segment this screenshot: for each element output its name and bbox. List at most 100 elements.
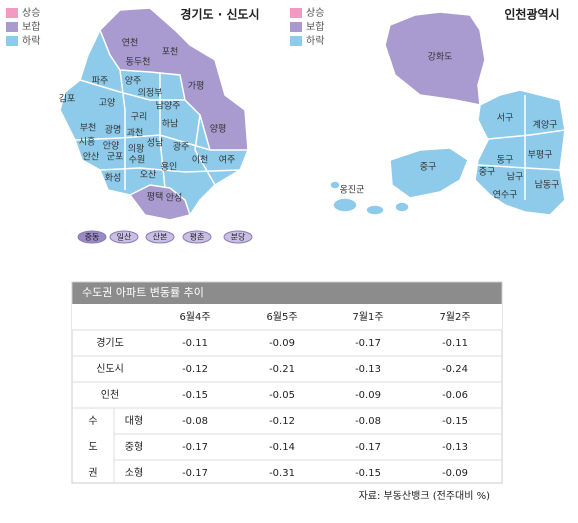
border xyxy=(477,129,566,141)
cell-value: -0.09 xyxy=(442,468,468,479)
cell-value: -0.13 xyxy=(442,442,468,453)
column-header: 6월4주 xyxy=(179,311,210,323)
region-label: 화성 xyxy=(105,173,122,184)
cell-value: -0.11 xyxy=(182,338,208,349)
region-label: 안성 xyxy=(166,193,183,204)
region-label: 광주 xyxy=(173,141,190,153)
region-label: 동구 xyxy=(497,155,514,166)
region-label: 가평 xyxy=(188,81,205,92)
border xyxy=(79,79,185,101)
row-label: 인천 xyxy=(101,389,119,401)
region-label: 중구 xyxy=(420,162,437,173)
region-label: 부천 xyxy=(80,123,97,134)
cell-value: -0.14 xyxy=(269,442,295,453)
new-town-label: 중동 xyxy=(85,233,100,242)
cell-value: -0.31 xyxy=(269,468,295,479)
region-shape xyxy=(99,7,249,151)
legend-label: 상승 xyxy=(306,7,324,19)
border xyxy=(159,72,166,189)
region-label: 양평 xyxy=(210,124,227,135)
cell-value: -0.06 xyxy=(442,390,468,401)
column-header: 6월5주 xyxy=(266,311,297,323)
region-label: 부평구 xyxy=(528,150,553,161)
region-label: 옹진군 xyxy=(340,185,365,196)
new-town-badge xyxy=(182,230,212,244)
region-label: 광명 xyxy=(105,124,122,136)
new-town-label: 일산 xyxy=(117,232,132,242)
row-label: 중형 xyxy=(125,441,143,453)
cell-value: -0.17 xyxy=(355,338,381,349)
region-label: 의정부 xyxy=(138,88,163,99)
region-label: 시흥 xyxy=(79,136,96,148)
column-header: 7월1주 xyxy=(352,311,383,323)
cell-value: -0.09 xyxy=(355,390,381,401)
region-label: 평택 xyxy=(147,192,164,203)
new-town-label: 분당 xyxy=(231,232,246,242)
cell-value: -0.17 xyxy=(182,442,208,453)
island xyxy=(329,180,341,190)
cell-value: -0.15 xyxy=(442,416,468,427)
region-label: 안양 xyxy=(103,141,120,152)
group-label: 권 xyxy=(88,467,97,479)
region-shape xyxy=(389,147,469,199)
region-label: 구리 xyxy=(131,112,148,123)
region-label: 오산 xyxy=(140,170,157,181)
cell-value: -0.12 xyxy=(269,416,295,427)
region-label: 의왕 xyxy=(128,144,145,155)
cell-value: -0.13 xyxy=(355,364,381,375)
region-label: 중구 xyxy=(479,167,496,178)
border xyxy=(119,69,126,190)
new-town-badge xyxy=(77,230,107,244)
new-town-label: 산본 xyxy=(153,232,168,242)
cell-value: -0.08 xyxy=(182,416,208,427)
region-label: 성남 xyxy=(147,138,164,149)
legend-swatch xyxy=(290,36,302,46)
region-label: 이천 xyxy=(192,155,209,166)
group-label: 도 xyxy=(88,442,97,453)
region-label: 남동구 xyxy=(535,180,560,191)
new-town-badge xyxy=(223,230,253,244)
cell-value: -0.05 xyxy=(269,390,295,401)
legend-label: 상승 xyxy=(22,7,40,19)
region-label: 수원 xyxy=(129,155,146,166)
region-label: 용인 xyxy=(161,162,178,173)
new-town-badge xyxy=(145,230,175,244)
cell-value: -0.17 xyxy=(182,468,208,479)
region-label: 연천 xyxy=(122,38,139,49)
row-label: 소형 xyxy=(125,467,143,479)
cell-value: -0.15 xyxy=(182,390,208,401)
legend-swatch xyxy=(290,8,302,18)
map-title: 경기도 · 신도시 xyxy=(180,7,259,22)
region-label: 과천 xyxy=(127,128,144,139)
group-label: 수 xyxy=(88,415,97,427)
island xyxy=(365,204,385,216)
legend-label: 하락 xyxy=(306,34,324,47)
cell-value: -0.11 xyxy=(442,338,468,349)
row-label: 경기도 xyxy=(96,336,124,349)
cell-value: -0.09 xyxy=(269,338,295,349)
cell-value: -0.08 xyxy=(355,416,381,427)
region-label: 하남 xyxy=(162,119,179,130)
region-shape xyxy=(474,89,566,216)
cell-value: -0.15 xyxy=(355,468,381,479)
row-label: 신도시 xyxy=(96,363,124,375)
legend-swatch xyxy=(6,22,18,32)
source-note: 자료: 부동산뱅크 (전주대비 %) xyxy=(359,490,491,502)
border xyxy=(194,114,216,186)
row-label: 대형 xyxy=(125,415,143,427)
island xyxy=(394,201,410,213)
region-label: 강화도 xyxy=(428,52,453,63)
gyeonggi-map xyxy=(59,7,249,221)
region-label: 연수구 xyxy=(493,190,518,201)
region-label: 남양주 xyxy=(156,101,181,112)
region-label: 군포 xyxy=(107,152,124,163)
region-label: 양주 xyxy=(125,76,142,87)
region-label: 계양구 xyxy=(533,119,558,131)
region-label: 안산 xyxy=(83,152,100,163)
cell-value: -0.12 xyxy=(182,364,208,375)
island xyxy=(332,197,358,213)
new-town-badge xyxy=(109,230,139,244)
cell-value: -0.24 xyxy=(442,364,468,375)
region-label: 고양 xyxy=(99,98,116,109)
